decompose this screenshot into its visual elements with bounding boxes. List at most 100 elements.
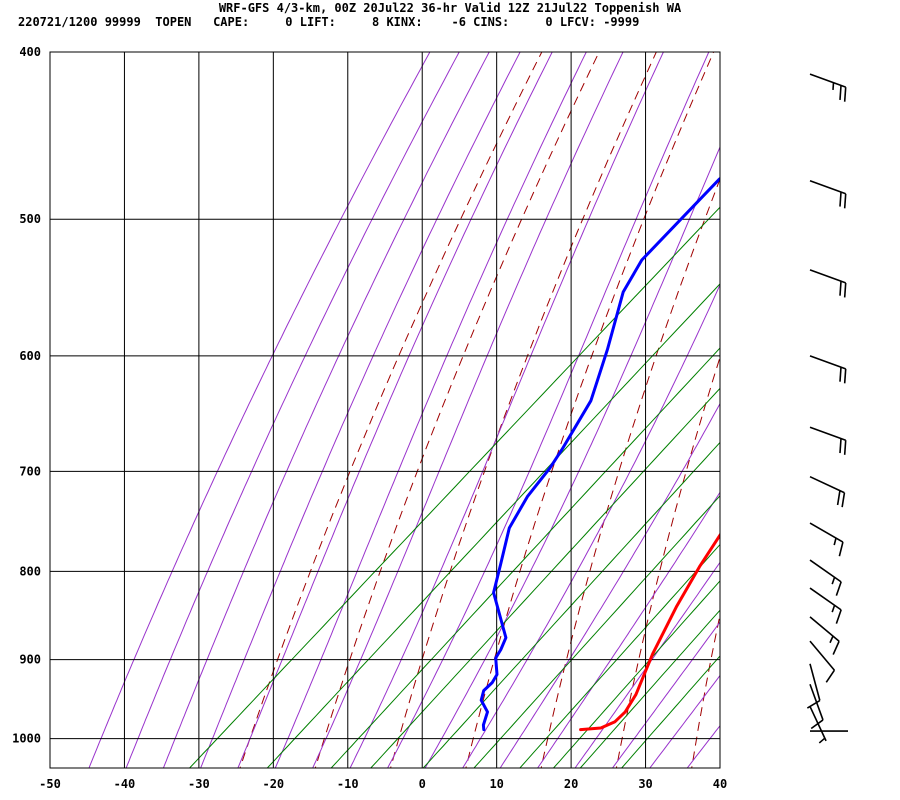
wind-barb bbox=[809, 683, 824, 730]
chart-title: WRF-GFS 4/3-km, 00Z 20Jul22 36-hr Valid … bbox=[218, 1, 682, 15]
barb-staff bbox=[809, 355, 846, 370]
wind-barb bbox=[809, 522, 844, 557]
barb-staff bbox=[809, 522, 844, 543]
barb-flag bbox=[843, 282, 847, 298]
barb-flag bbox=[839, 85, 842, 101]
wind-barb bbox=[809, 559, 842, 596]
mixing-ratio-line bbox=[579, 609, 720, 768]
dry-adiabat bbox=[314, 52, 600, 768]
barb-staff bbox=[809, 73, 846, 88]
temperature-tick-label: 40 bbox=[713, 777, 727, 791]
barb-flag bbox=[835, 581, 842, 596]
barb-flag bbox=[810, 719, 824, 730]
moist-adiabat bbox=[574, 561, 720, 768]
mixing-ratio-line bbox=[188, 206, 720, 768]
dry-adiabat bbox=[691, 612, 720, 768]
wind-barb bbox=[809, 269, 847, 298]
barb-flag bbox=[839, 281, 842, 296]
moist-adiabat bbox=[499, 402, 720, 768]
dry-adiabat bbox=[540, 177, 720, 768]
barb-staff bbox=[809, 559, 842, 583]
moist-adiabat bbox=[125, 52, 460, 768]
barb-staff bbox=[809, 616, 840, 642]
wind-barb bbox=[809, 587, 842, 624]
wind-barb-column bbox=[806, 73, 848, 744]
barb-flag bbox=[825, 669, 836, 683]
pressure-tick-label: 500 bbox=[19, 212, 41, 226]
barb-flag bbox=[839, 367, 842, 382]
mixing-ratio-line bbox=[621, 655, 720, 768]
pressure-tick-label: 1000 bbox=[12, 732, 41, 746]
temperature-tick-label: -50 bbox=[39, 777, 61, 791]
moist-adiabat bbox=[349, 52, 664, 768]
dry-adiabat bbox=[239, 52, 543, 768]
temperature-tick-label: 30 bbox=[638, 777, 652, 791]
moist-adiabat bbox=[536, 491, 720, 768]
mixing-ratio-line bbox=[552, 580, 720, 768]
barb-staff bbox=[809, 269, 846, 284]
dry-adiabat bbox=[390, 52, 657, 768]
wind-barb bbox=[806, 663, 821, 709]
temperature-tick-label: -10 bbox=[337, 777, 359, 791]
barb-half-flag bbox=[818, 737, 826, 744]
wind-barb bbox=[809, 73, 847, 102]
wind-barb bbox=[809, 475, 846, 508]
moist-adiabat bbox=[162, 52, 490, 768]
pressure-tick-label: 800 bbox=[19, 564, 41, 578]
mixing-ratio-line bbox=[266, 283, 720, 768]
moist-adiabat bbox=[462, 283, 720, 768]
barb-staff bbox=[809, 426, 846, 441]
moist-adiabat bbox=[237, 52, 553, 768]
mixing-ratio-line bbox=[519, 543, 720, 768]
temperature-axis: -50 -40 -30 -20 -10 0 10 20 30 40 bbox=[39, 777, 727, 791]
barb-half-flag bbox=[829, 635, 834, 644]
wind-barb bbox=[809, 426, 847, 455]
pressure-tick-label: 900 bbox=[19, 653, 41, 667]
moist-adiabat bbox=[200, 52, 521, 768]
barb-flag bbox=[843, 193, 847, 209]
dry-adiabat bbox=[842, 14, 900, 776]
mixing-ratio-line bbox=[422, 441, 720, 768]
barb-staff bbox=[809, 683, 824, 721]
barb-flag bbox=[832, 640, 840, 655]
barb-flag bbox=[835, 609, 842, 624]
pressure-tick-label: 700 bbox=[19, 464, 41, 478]
barb-staff bbox=[809, 180, 846, 195]
barb-flag bbox=[839, 438, 842, 454]
barb-half-flag bbox=[832, 82, 835, 91]
pressure-tick-label: 400 bbox=[19, 45, 41, 59]
profile-traces bbox=[479, 176, 720, 732]
sounding-indices: 220721/1200 99999 TOPEN CAPE: 0 LIFT: 8 … bbox=[18, 15, 640, 29]
barb-half-flag bbox=[831, 577, 836, 585]
mixing-ratio-line bbox=[473, 495, 720, 768]
barb-flag bbox=[836, 490, 841, 506]
moist-adiabat bbox=[649, 674, 720, 768]
barb-flag bbox=[843, 368, 847, 384]
wind-barb bbox=[809, 706, 827, 744]
barb-staff bbox=[809, 587, 842, 611]
mixing-ratio-line bbox=[370, 387, 720, 768]
moist-adiabat bbox=[274, 52, 587, 768]
barb-staff bbox=[809, 663, 821, 701]
moist-adiabat bbox=[387, 52, 710, 768]
grid-lines bbox=[50, 52, 720, 768]
temperature-tick-label: -20 bbox=[262, 777, 284, 791]
wind-barb bbox=[809, 355, 847, 384]
dry-adiabat bbox=[766, 14, 900, 776]
pressure-axis: 400 500 600 700 800 900 1000 bbox=[12, 45, 41, 746]
moist-adiabat bbox=[312, 52, 624, 768]
barb-staff bbox=[809, 475, 845, 494]
temperature-trace bbox=[579, 532, 720, 732]
barb-half-flag bbox=[831, 605, 836, 613]
barb-flag bbox=[843, 87, 847, 102]
barb-flag bbox=[841, 492, 846, 508]
temperature-tick-label: 10 bbox=[489, 777, 503, 791]
temperature-tick-label: -30 bbox=[188, 777, 210, 791]
wind-barb bbox=[809, 616, 840, 655]
wind-barb bbox=[809, 180, 847, 209]
barb-flag bbox=[843, 440, 847, 455]
barb-flag bbox=[838, 541, 844, 557]
barb-staff bbox=[809, 706, 827, 742]
temperature-tick-label: 20 bbox=[564, 777, 578, 791]
